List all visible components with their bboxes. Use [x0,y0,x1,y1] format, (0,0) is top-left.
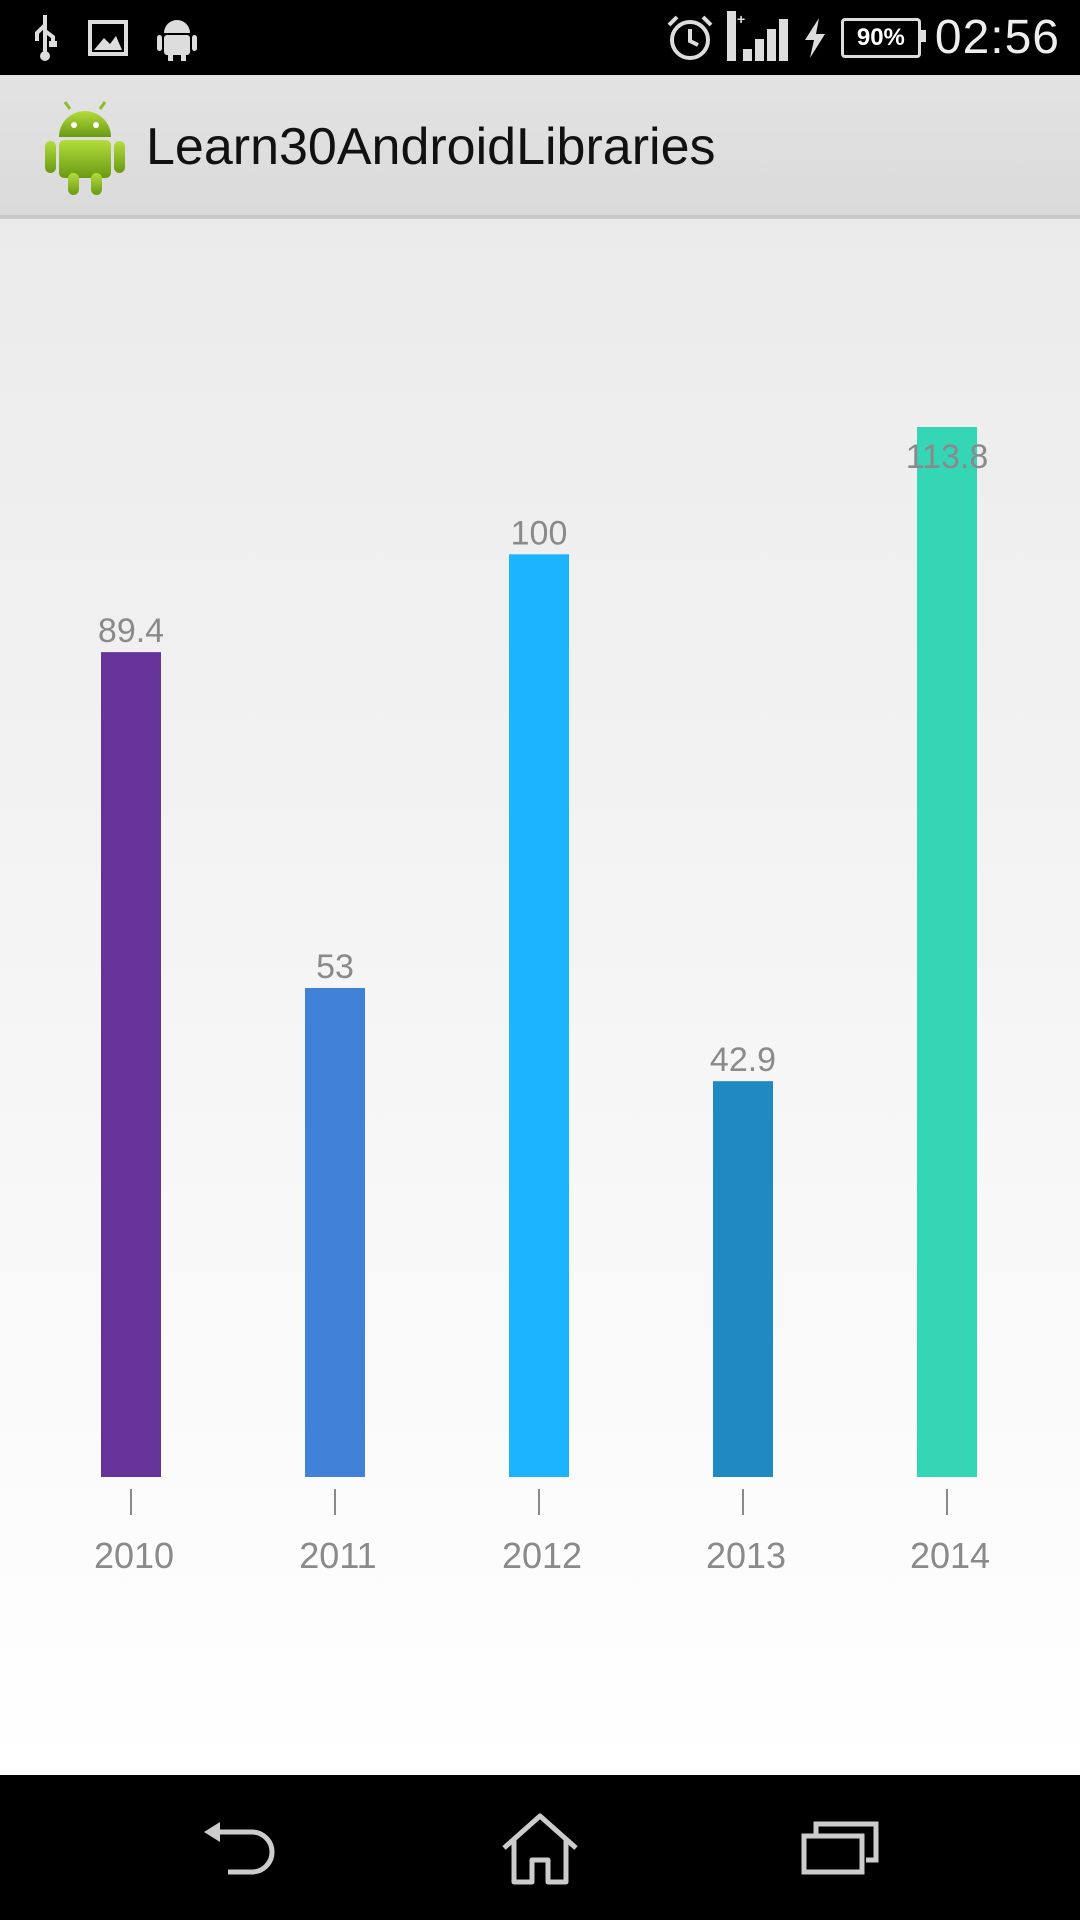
bar-value-label: 53 [316,948,354,986]
x-axis-tick-label: 2014 [910,1535,990,1576]
home-button[interactable] [490,1803,590,1893]
usb-icon [35,14,57,61]
network-type: H+ [726,10,745,61]
bar-2011 [305,987,365,1477]
bar-2010 [101,652,161,1477]
recent-apps-icon [801,1821,879,1875]
chart-area: 89.4 2010 53 2011 100 2012 42.9 2013 113.8 2014 [0,219,1080,1774]
bar-value-label: 42.9 [710,1041,776,1079]
signal-icon: H+ [726,10,789,61]
x-axis-tick-label: 2010 [94,1535,174,1576]
action-bar: Learn30AndroidLibraries [0,75,1080,219]
alarm-icon [667,15,713,60]
battery-icon: 90% [840,17,926,58]
image-icon [88,19,128,56]
bar-2014 [917,427,977,1477]
x-axis-tick-label: 2011 [299,1535,376,1576]
recent-apps-button[interactable] [790,1803,890,1893]
bar-2013 [713,1081,773,1477]
android-debug-icon [157,19,197,61]
x-axis-tick-label: 2012 [502,1535,582,1576]
back-button[interactable] [190,1803,290,1893]
home-icon [502,1813,578,1885]
charging-icon [804,17,825,58]
battery-level: 90% [856,23,905,51]
android-robot-icon[interactable] [42,101,128,195]
bar-value-label: 100 [511,514,568,552]
bar-value-label: 113.8 [906,438,989,476]
status-system-icons: H+ 90% 02:56 [665,0,1060,75]
navigation-bar [0,1775,1080,1920]
bar-2012 [509,554,569,1477]
status-notification-icons [30,10,198,65]
status-bar: H+ 90% 02:56 [0,0,1080,75]
x-axis-tick-label: 2013 [706,1535,786,1576]
bar-value-label: 89.4 [98,612,164,650]
bar-chart: 89.4 2010 53 2011 100 2012 42.9 2013 113.8 2014 [94,427,990,1576]
clock: 02:56 [934,11,1060,64]
back-icon [204,1822,275,1875]
app-title: Learn30AndroidLibraries [146,118,716,176]
